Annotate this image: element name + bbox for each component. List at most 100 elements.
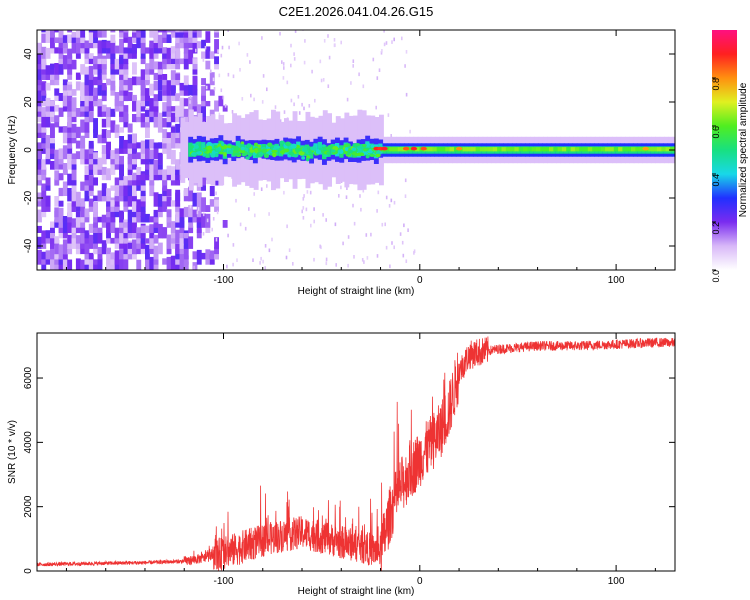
spectrogram-cell [362, 143, 367, 148]
spectrogram-cell [54, 88, 60, 96]
spectrogram-cell [93, 30, 98, 33]
spectrogram-cell [184, 122, 190, 179]
spectrogram-cell [401, 36, 403, 41]
spectrogram-cell [37, 96, 42, 107]
spectrogram-cell [301, 102, 303, 107]
spectrogram-cell [75, 247, 81, 255]
spectrogram-cell [67, 153, 73, 165]
spectrogram-cell [110, 30, 116, 33]
spectrogram-cell [80, 36, 86, 43]
spectrogram-cell [62, 181, 68, 196]
spectrogram-cell [413, 251, 415, 255]
spectrogram-cell [323, 154, 328, 158]
spectrogram-cell [58, 227, 64, 233]
spectrogram-cell [75, 219, 81, 228]
spectrogram-cell [249, 149, 255, 153]
spectrogram-cell [214, 253, 219, 260]
spectrogram-cell [80, 198, 86, 207]
spectrogram-cell [241, 153, 246, 157]
spectrogram-cell [471, 147, 477, 152]
spectrogram-cell [188, 49, 194, 65]
spectrogram-cell [88, 140, 94, 149]
spectrogram-cell [266, 87, 268, 92]
spectrogram-cell [166, 55, 172, 65]
spectrogram-cell [170, 228, 176, 239]
spectrogram-cell [84, 215, 90, 223]
spectrogram-cell [166, 103, 172, 112]
spectrogram-cell [97, 51, 103, 59]
spectrogram-cell [101, 166, 107, 175]
spectrogram-cell [80, 227, 86, 233]
spectrogram-cell [372, 57, 375, 62]
spectrogram-cell [114, 206, 120, 212]
snr-y-ticks: 0 2000 4000 6000 [23, 366, 675, 574]
spectrogram-cell [54, 75, 60, 86]
spectrogram-cell [153, 218, 159, 228]
spectrogram-cell [294, 30, 297, 33]
spectrogram-cell [313, 219, 315, 224]
spectrogram-cell [132, 252, 137, 260]
spectrogram-cell [140, 32, 146, 43]
spectrogram-cell [101, 41, 107, 49]
spectrogram-cell [84, 230, 90, 239]
spectrogram-cell [264, 266, 266, 270]
spectrogram-cell [110, 200, 116, 207]
spectrogram-cell [132, 214, 137, 223]
spectrogram-cell [123, 176, 129, 186]
spectrogram-cell [206, 145, 213, 150]
spectrogram-cell [196, 222, 202, 233]
spectrogram-cell [140, 56, 146, 65]
spectrogram-cell [93, 195, 98, 202]
spectrogram-cell [71, 34, 77, 43]
spectrogram-cell [123, 240, 129, 249]
spectrogram-cell [50, 147, 55, 154]
spectrogram-cell [50, 244, 55, 260]
spectrogram-cell [402, 253, 405, 258]
spectrogram-cell [262, 259, 264, 264]
spectrogram-cell [325, 257, 328, 262]
spectrogram-cell [393, 245, 395, 250]
spectrogram-cell [157, 152, 163, 165]
spectrogram-cell [84, 66, 90, 75]
spectrogram-cell [54, 261, 60, 270]
spectrogram-cell [527, 147, 533, 152]
spectrogram-cell [37, 111, 42, 117]
spectrogram-cell [238, 41, 240, 46]
spectrogram-cell [114, 148, 120, 154]
spectrogram-y-ticks: -40 -20 0 20 40 [23, 48, 675, 253]
spectrogram-cell [88, 252, 94, 260]
spectrogram-cell [180, 117, 186, 183]
spectrogram-cell [67, 116, 73, 128]
spectrogram-cell [166, 165, 172, 175]
spectrogram-cell [349, 150, 353, 154]
spectrogram-cell [110, 120, 116, 133]
spectrogram-cell [123, 182, 129, 196]
spectrogram-cell [170, 126, 176, 133]
spectrogram-cell [140, 49, 146, 59]
spectrogram-cell [101, 118, 107, 128]
spectrogram-cell [335, 263, 337, 267]
spectrogram-cell [466, 147, 472, 152]
spectrogram-cell [288, 248, 291, 252]
spectrogram-cell [162, 111, 168, 117]
spectrogram-cell [211, 150, 216, 155]
spectrogram-cell [175, 40, 181, 49]
spectrogram-cell [179, 30, 185, 38]
snr-x-tick-label: 100 [608, 576, 625, 587]
spectrogram-cell [88, 91, 94, 102]
spectrogram-cell [205, 46, 211, 59]
spectrogram-cell [62, 145, 68, 160]
spectrogram-cell [145, 147, 150, 160]
spectrogram-cell [50, 139, 55, 149]
spectrogram-cell [338, 194, 340, 198]
spectrogram-cell [123, 139, 129, 149]
spectrogram-cell [71, 185, 77, 191]
spectrogram-cell [218, 112, 221, 117]
spectrogram-cell [54, 37, 60, 43]
spectrogram-cell [226, 264, 228, 269]
spectrogram-cell [166, 145, 172, 160]
spectrogram-cell [618, 147, 623, 152]
spectrogram-cell [106, 188, 111, 197]
spectrogram-cell [132, 239, 137, 255]
spectrogram-cell [93, 213, 98, 223]
